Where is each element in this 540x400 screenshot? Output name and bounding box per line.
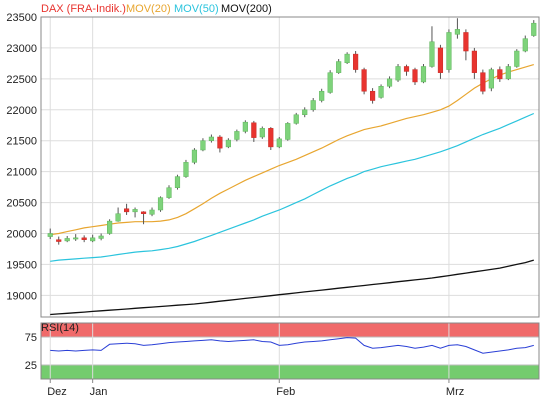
price-plot-frame [40, 16, 540, 318]
candle-body [90, 237, 96, 242]
candle-body [361, 69, 367, 92]
candle-body [183, 162, 189, 177]
candle-body [327, 72, 333, 93]
candle-body [463, 32, 469, 52]
legend-mov200: MOV(200) [221, 3, 272, 15]
mov200-line [50, 259, 534, 316]
x-tick-label: Jan [90, 386, 108, 398]
candle-body [64, 238, 70, 242]
candle-body [217, 136, 223, 149]
candle-body [251, 122, 257, 138]
mov20-line [50, 64, 534, 236]
rsi-y-tick-label: 25 [25, 360, 37, 372]
candle-body [208, 136, 214, 141]
candle-body [412, 69, 418, 83]
rsi-title: RSI(14) [41, 322, 79, 334]
rsi-y-tick-label: 75 [25, 332, 37, 344]
candle-body [259, 128, 265, 138]
y-tick-label: 22000 [6, 105, 37, 117]
candle-body [488, 69, 494, 89]
candle-body [514, 50, 520, 67]
rsi-oversold-band [41, 365, 539, 379]
candle-body [378, 86, 384, 98]
time-axis: Dez Jan Feb Mrz [47, 379, 464, 398]
x-tick-label: Mrz [446, 386, 464, 398]
candle-body [200, 140, 206, 151]
candle-body [437, 47, 444, 73]
candle-body [124, 208, 130, 213]
candle-body [73, 237, 79, 240]
candle-body [522, 38, 528, 52]
candle-body [174, 176, 181, 188]
candle-body [225, 139, 231, 148]
y-tick-label: 21500 [6, 136, 37, 148]
candle-body [370, 90, 376, 101]
mov50-line [50, 112, 535, 262]
moving-averages [50, 64, 535, 316]
candle-body [242, 121, 248, 132]
y-tick-label: 19500 [6, 259, 37, 271]
candle-body [149, 209, 155, 215]
y-tick-label: 20500 [6, 198, 37, 210]
candle-body [285, 123, 291, 140]
y-tick-label: 23000 [6, 43, 37, 55]
candle-body [497, 69, 503, 80]
candle-body [353, 53, 359, 70]
candle-body [276, 138, 282, 148]
y-tick-label: 19000 [6, 290, 37, 302]
legend: DAX (FRA-Indik.) MOV(20) MOV(50) MOV(200… [41, 3, 272, 15]
candle-body [319, 90, 325, 101]
price-grid [41, 16, 539, 317]
rsi-line [50, 337, 534, 354]
candle-body [310, 100, 316, 111]
candle-body [386, 78, 393, 87]
price-axis: 19000 19500 20000 20500 21000 21500 22000 22500… [6, 12, 37, 302]
candle-body [454, 29, 460, 35]
candles [47, 18, 537, 245]
legend-dax: DAX (FRA-Indik.) [41, 3, 126, 15]
candle-body [157, 197, 164, 211]
candle-body [268, 128, 274, 148]
candle-body [47, 233, 53, 237]
candle-body [471, 50, 477, 73]
candle-body [420, 66, 427, 83]
candle-body [81, 237, 87, 240]
candle-body [98, 235, 104, 239]
rsi-panel: 25 75 [25, 322, 540, 380]
candle-body [140, 211, 147, 214]
y-tick-label: 20000 [6, 228, 37, 240]
rsi-overbought-band [41, 323, 539, 337]
candle-body [293, 114, 299, 124]
x-tick-label: Feb [276, 386, 295, 398]
candle-body [336, 61, 342, 73]
candle-body [132, 209, 138, 213]
candle-body [115, 213, 121, 222]
candle-body [191, 149, 198, 163]
candle-body [446, 32, 452, 70]
candle-body [531, 22, 537, 36]
rsi-frame [40, 322, 540, 380]
candle-body [166, 187, 172, 198]
legend-mov50: MOV(50) [174, 3, 219, 15]
candle-body [344, 53, 350, 64]
y-tick-label: 21000 [6, 167, 37, 179]
candle-body [107, 220, 113, 234]
y-tick-label: 22500 [6, 74, 37, 86]
candle-body [403, 66, 410, 72]
candle-body [56, 239, 62, 242]
y-tick-label: 23500 [6, 12, 37, 24]
candle-body [234, 131, 240, 140]
candle-body [480, 72, 486, 92]
candle-body [505, 66, 511, 80]
candle-body [395, 66, 401, 81]
candle-body [302, 109, 308, 115]
legend-mov20: MOV(20) [126, 3, 171, 15]
x-tick-label: Dez [47, 386, 67, 398]
candle-body [429, 41, 435, 67]
